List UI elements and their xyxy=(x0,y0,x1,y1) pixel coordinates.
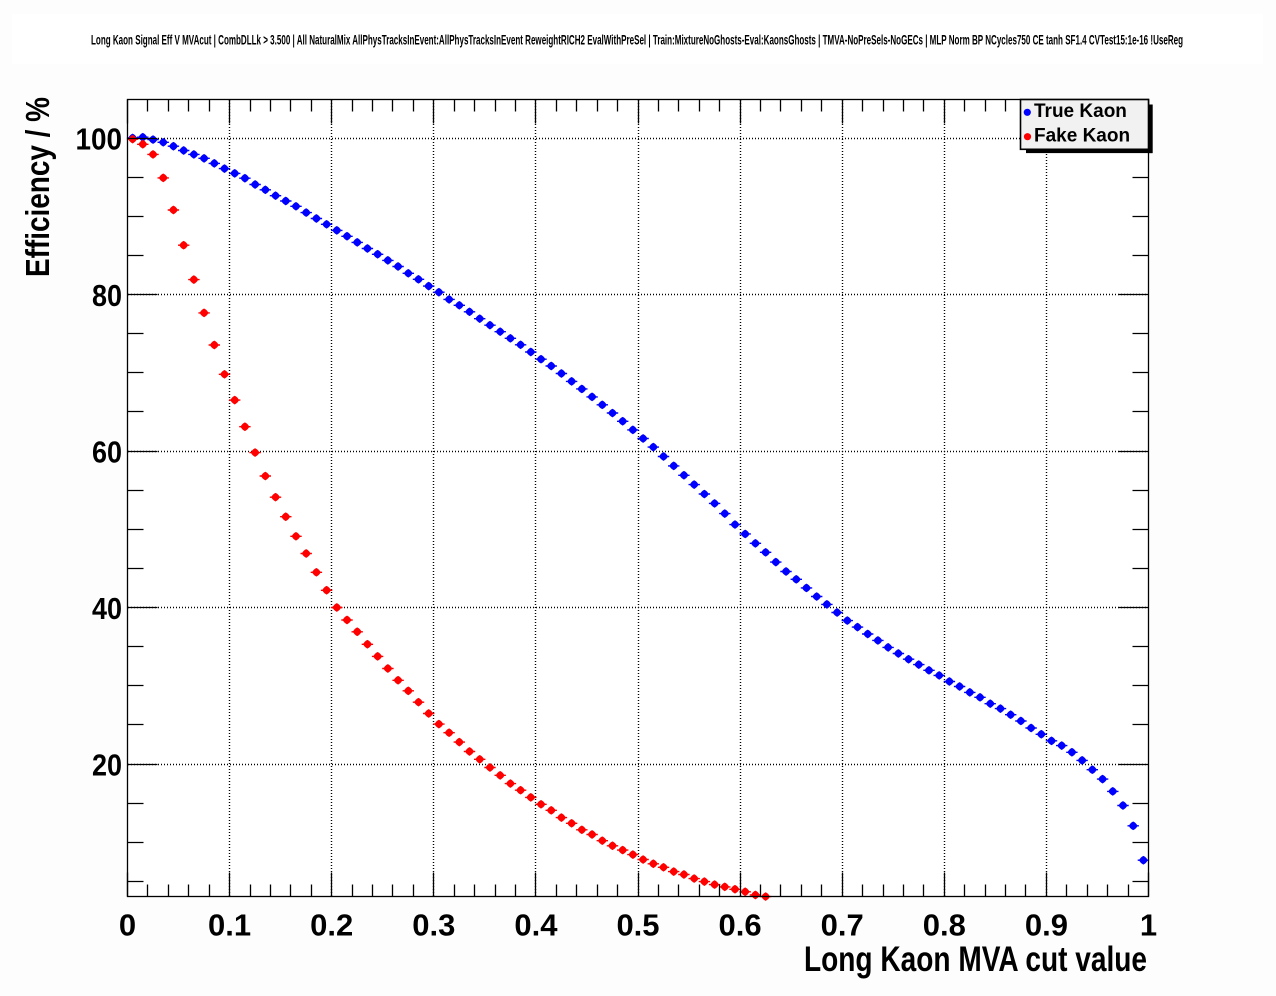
svg-text:0.7: 0.7 xyxy=(821,908,864,943)
svg-text:0.8: 0.8 xyxy=(923,908,966,943)
svg-text:Long Kaon MVA cut value: Long Kaon MVA cut value xyxy=(804,940,1147,979)
svg-text:0.4: 0.4 xyxy=(514,908,558,943)
svg-text:100: 100 xyxy=(76,121,123,156)
svg-text:0: 0 xyxy=(119,908,136,943)
svg-text:True Kaon: True Kaon xyxy=(1034,101,1127,122)
svg-text:0.6: 0.6 xyxy=(719,908,762,943)
svg-text:Long Kaon Signal Eff V MVAcut: Long Kaon Signal Eff V MVAcut | CombDLLk… xyxy=(91,32,1183,48)
svg-text:0.1: 0.1 xyxy=(208,908,251,943)
svg-text:Fake Kaon: Fake Kaon xyxy=(1034,125,1130,146)
svg-text:0.2: 0.2 xyxy=(310,908,353,943)
svg-text:0.9: 0.9 xyxy=(1025,908,1068,943)
svg-text:Efficiency / %: Efficiency / % xyxy=(19,97,56,277)
svg-text:80: 80 xyxy=(92,278,122,313)
svg-text:0.3: 0.3 xyxy=(412,908,455,943)
svg-text:1: 1 xyxy=(1140,908,1157,943)
svg-text:40: 40 xyxy=(92,591,122,626)
svg-text:20: 20 xyxy=(92,747,122,782)
svg-text:60: 60 xyxy=(92,434,122,469)
svg-text:0.5: 0.5 xyxy=(616,908,659,943)
